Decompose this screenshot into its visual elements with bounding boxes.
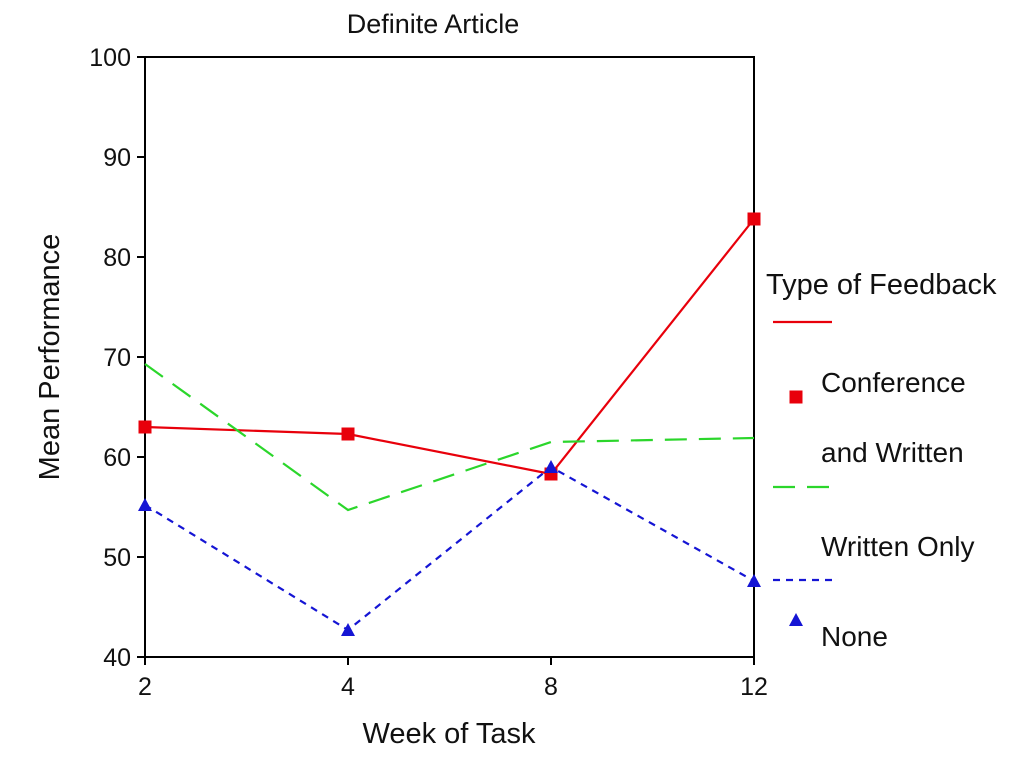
y-tick-label: 80 [103, 244, 131, 272]
series-0 [138, 212, 761, 481]
series-line [144, 465, 755, 632]
series-line [144, 218, 755, 476]
legend-title: Type of Feedback [766, 269, 997, 301]
data-point [341, 623, 355, 636]
legend-marker-swatch [789, 390, 803, 404]
legend-label: Written Only [821, 531, 975, 562]
y-tick-label: 50 [103, 544, 131, 572]
data-point [138, 420, 152, 434]
y-axis: 40 50 60 70 80 90 100 [89, 44, 145, 672]
y-tick-label: 90 [103, 144, 131, 172]
data-point [544, 460, 558, 473]
data-point [138, 498, 152, 511]
x-tick-label: 12 [740, 673, 768, 701]
x-tick-label: 8 [544, 673, 558, 701]
plot-frame [144, 56, 755, 658]
y-tick-label: 70 [103, 344, 131, 372]
data-point [341, 427, 355, 441]
data-point [747, 212, 761, 226]
y-tick-label: 100 [89, 44, 131, 72]
y-tick-label: 60 [103, 444, 131, 472]
y-axis-label: Mean Performance [34, 234, 66, 481]
series-line [144, 363, 755, 512]
data-point [747, 574, 761, 587]
x-axis-label: Week of Task [362, 718, 536, 750]
series-layer [138, 212, 761, 636]
chart-title: Definite Article [347, 9, 520, 39]
legend-marker-swatch [789, 613, 803, 626]
series-1 [144, 363, 755, 512]
legend-label: and Written [821, 437, 964, 468]
legend-label: Conference [821, 367, 966, 398]
legend: Type of Feedback Conference and Written Wr… [766, 269, 997, 652]
series-2 [138, 460, 761, 636]
x-axis: 2 4 8 12 [138, 657, 768, 701]
legend-label: None [821, 621, 888, 652]
y-tick-label: 40 [103, 644, 131, 672]
x-tick-label: 4 [341, 673, 355, 701]
x-tick-label: 2 [138, 673, 152, 701]
